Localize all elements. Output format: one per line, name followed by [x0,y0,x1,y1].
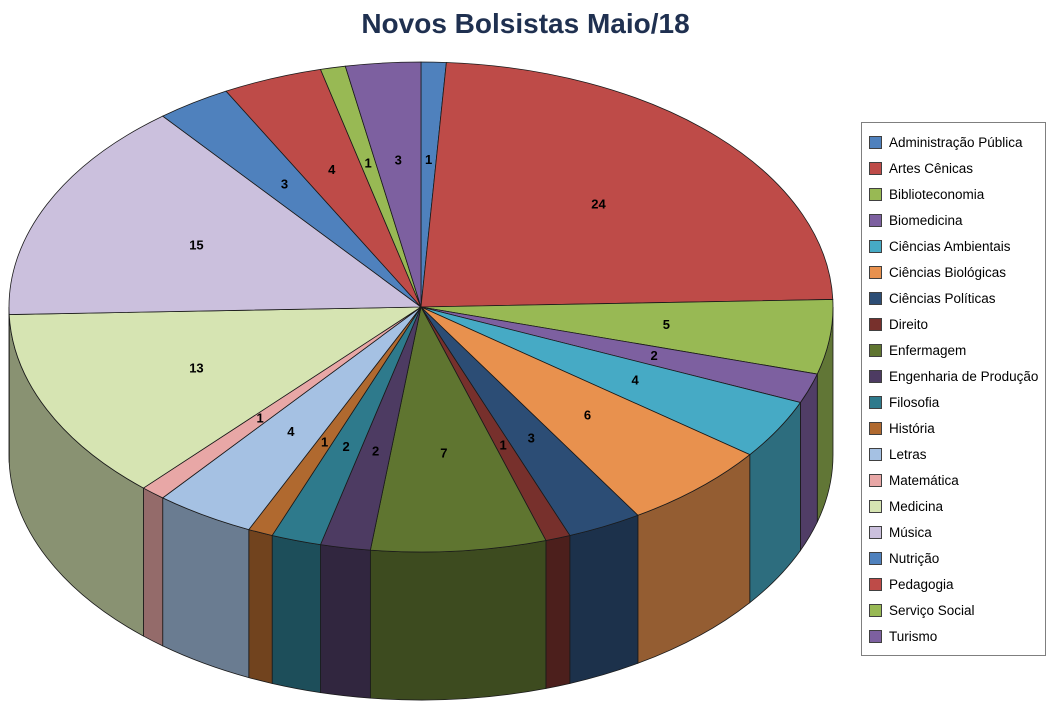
pie-slice [8,306,423,489]
legend-swatch [869,577,882,591]
legend-label: História [889,420,935,436]
legend-swatch [869,369,882,383]
pie-slice-wall [143,487,164,647]
slice-value-label: 3 [395,153,402,168]
legend-swatch [869,317,882,331]
legend-item: Pedagogia [869,571,1041,597]
pie-slice-wall [545,534,571,689]
slice-value-label: 2 [651,348,658,363]
legend-item: Engenharia de Produção [869,363,1041,389]
slice-value-label: 13 [189,360,203,375]
slice-value-label: 7 [440,445,447,460]
legend: Administração Pública Artes Cênicas Biblio… [861,122,1046,656]
legend-item: Ciências Ambientais [869,233,1041,259]
chart-title: Novos Bolsistas Maio/18 [361,8,690,39]
legend-label: Música [889,524,932,540]
legend-label: Turismo [889,628,938,644]
pie-slice-wall [248,529,273,684]
slice-value-label: 2 [372,443,379,458]
pie-slice [369,305,547,553]
legend-label: Matemática [889,472,959,488]
slice-value-label: 4 [631,373,639,388]
legend-label: Filosofia [889,394,940,410]
legend-label: Enfermagem [889,342,967,358]
legend-swatch [869,447,882,461]
legend-label: Biblioteconomia [889,186,985,202]
legend-label: Engenharia de Produção [889,368,1039,384]
legend-item: Biblioteconomia [869,181,1041,207]
slice-value-label: 4 [328,162,336,177]
legend-item: Medicina [869,493,1041,519]
pie-slice-wall [369,539,547,701]
legend-swatch [869,473,882,487]
slice-value-label: 24 [591,197,606,212]
legend-swatch [869,291,882,305]
pie-slice [420,306,751,516]
legend-item: Ciências Biológicas [869,259,1041,285]
legend-label: Pedagogia [889,576,954,592]
slice-value-label: 1 [321,434,328,449]
legend-item: Serviço Social [869,597,1041,623]
legend-swatch [869,603,882,617]
legend-item: Letras [869,441,1041,467]
legend-item: Administração Pública [869,129,1041,155]
legend-label: Artes Cênicas [889,160,974,176]
legend-item: Biomedicina [869,207,1041,233]
slice-value-label: 1 [364,155,371,170]
pie-slice [420,62,834,308]
legend-swatch [869,395,882,409]
legend-label: Serviço Social [889,602,975,618]
legend-item: Enfermagem [869,337,1041,363]
legend-swatch [869,161,882,175]
legend-label: Ciências Ambientais [889,238,1011,254]
legend-label: Direito [889,316,929,332]
legend-item: Nutrição [869,545,1041,571]
legend-label: Letras [889,446,927,462]
legend-swatch [869,135,882,149]
legend-label: Ciências Políticas [889,290,996,306]
legend-swatch [869,525,882,539]
slice-value-label: 3 [528,431,535,446]
slice-value-label: 5 [663,317,670,332]
slice-value-label: 1 [425,152,432,167]
pie-slice-wall [271,534,321,694]
legend-item: Turismo [869,623,1041,649]
legend-label: Nutrição [889,550,940,566]
legend-item: História [869,415,1041,441]
legend-swatch [869,629,882,643]
legend-swatch [869,187,882,201]
pie-slice-wall [320,544,371,699]
legend-item: Matemática [869,467,1041,493]
legend-item: Artes Cênicas [869,155,1041,181]
legend-label: Administração Pública [889,134,1023,150]
legend-label: Medicina [889,498,944,514]
legend-item: Filosofia [869,389,1041,415]
slice-value-label: 1 [257,411,264,426]
legend-label: Ciências Biológicas [889,264,1007,280]
legend-swatch [869,213,882,227]
legend-label: Biomedicina [889,212,963,228]
pie-slice [344,61,422,308]
legend-item: Direito [869,311,1041,337]
slice-value-label: 6 [584,408,591,423]
pie-slice-wall [569,514,639,684]
pie-slice-wall [800,373,818,552]
slice-value-label: 4 [287,424,295,439]
legend-item: Música [869,519,1041,545]
slice-value-label: 1 [500,438,507,453]
legend-item: Ciências Políticas [869,285,1041,311]
legend-swatch [869,499,882,513]
pie-slice [8,115,423,315]
legend-swatch [869,265,882,279]
legend-swatch [869,551,882,565]
legend-swatch [869,343,882,357]
slice-value-label: 15 [189,238,203,253]
slice-value-label: 2 [342,439,349,454]
legend-swatch [869,239,882,253]
slice-value-label: 3 [281,176,288,191]
legend-swatch [869,421,882,435]
